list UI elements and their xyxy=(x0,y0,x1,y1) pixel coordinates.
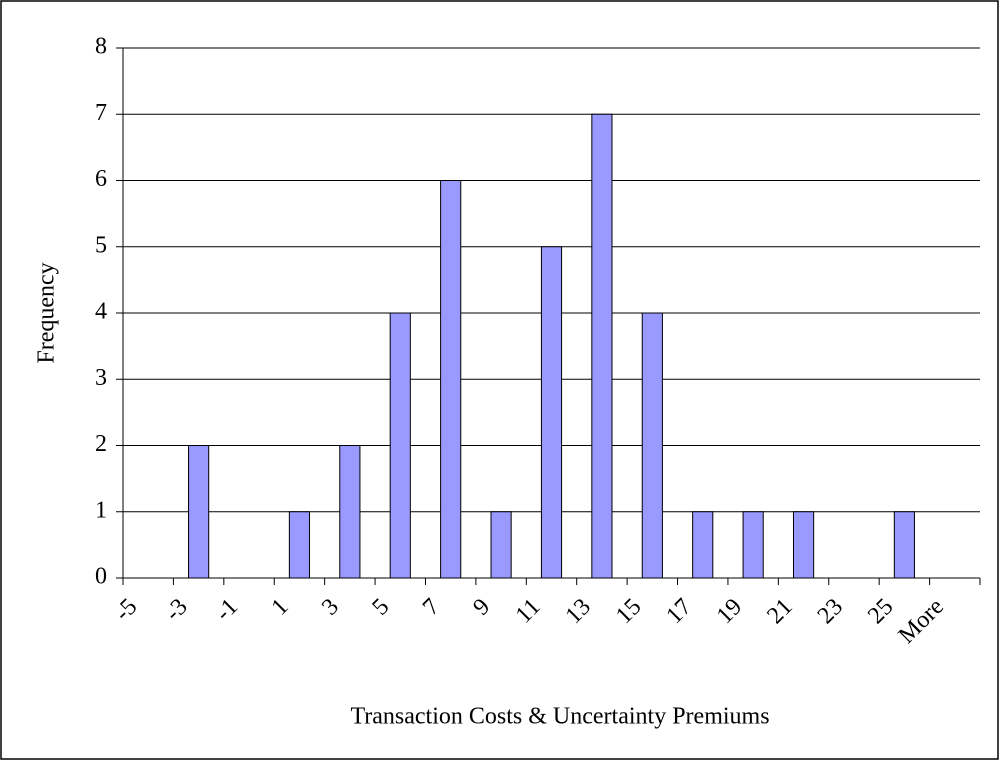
bar xyxy=(641,312,663,579)
bar xyxy=(490,511,512,579)
y-tick-label: 7 xyxy=(95,100,107,126)
y-tick-label: 8 xyxy=(95,34,107,60)
bar xyxy=(440,180,462,579)
y-tick-label: 5 xyxy=(95,232,107,258)
bar xyxy=(792,511,815,579)
y-tick-label: 4 xyxy=(95,299,107,325)
x-axis-label: Transaction Costs & Uncertainty Premiums xyxy=(350,704,769,730)
y-tick-label: 1 xyxy=(95,497,107,523)
bar xyxy=(742,511,764,579)
y-tick-label: 2 xyxy=(95,431,107,457)
bar xyxy=(540,246,563,579)
bar xyxy=(188,445,210,579)
bar xyxy=(389,312,411,579)
bar xyxy=(339,445,361,579)
bar xyxy=(591,113,613,579)
y-axis-label: Frequency xyxy=(34,262,60,363)
bar xyxy=(692,511,714,579)
bar xyxy=(288,511,311,579)
y-tick-label: 0 xyxy=(95,564,107,590)
bar xyxy=(893,511,915,579)
y-tick-label: 6 xyxy=(95,166,107,192)
y-tick-label: 3 xyxy=(95,365,107,391)
